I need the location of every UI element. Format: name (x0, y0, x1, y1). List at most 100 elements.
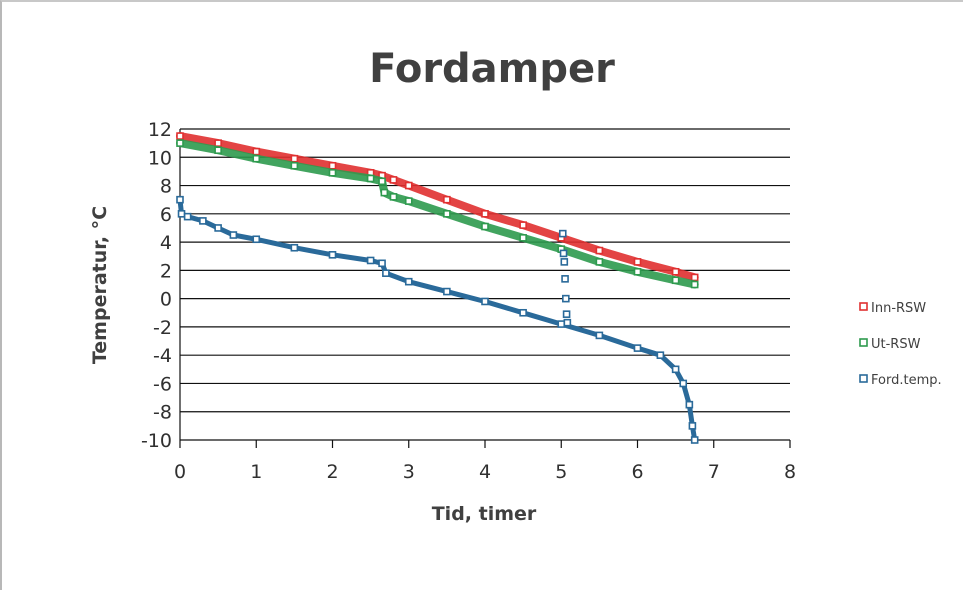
y-tick-label: -2 (153, 317, 172, 339)
legend-marker (859, 374, 868, 383)
x-tick-label: 3 (403, 461, 415, 483)
data-point (443, 287, 451, 296)
data-series (176, 132, 699, 444)
data-point (443, 195, 451, 204)
data-point (214, 224, 222, 232)
data-point (685, 400, 694, 409)
data-point (633, 267, 642, 276)
data-point (378, 259, 386, 268)
data-point (690, 436, 699, 444)
y-tick-label: 4 (160, 232, 172, 254)
data-point (382, 269, 390, 277)
data-point (328, 251, 337, 259)
data-point (252, 154, 261, 163)
data-point (481, 210, 489, 218)
y-tick-label: 10 (148, 147, 172, 169)
data-point (328, 161, 337, 170)
data-point (176, 139, 184, 147)
y-axis-label: Temperatur, °C (89, 206, 111, 364)
series-line (176, 139, 699, 289)
data-point (671, 276, 680, 285)
legend-marker (859, 302, 868, 311)
data-point (633, 258, 642, 266)
data-point (328, 169, 337, 177)
data-point (558, 229, 567, 238)
legend: Inn-RSW Ut-RSW Ford.temp. (859, 301, 942, 388)
data-point (633, 344, 642, 352)
x-tick-label: 0 (174, 461, 186, 483)
y-tick-label: 8 (160, 176, 172, 198)
data-point (519, 221, 527, 229)
data-point (404, 181, 413, 190)
data-point (366, 256, 375, 265)
data-point (176, 195, 184, 204)
legend-entry: Ford.temp. (871, 373, 942, 388)
data-point (690, 273, 699, 282)
data-point (366, 174, 375, 183)
x-tick-label: 6 (631, 461, 643, 483)
series-1 (176, 139, 699, 289)
x-tick-label: 5 (555, 461, 567, 483)
data-point (183, 212, 192, 221)
data-point (690, 280, 699, 289)
x-tick-label: 4 (479, 461, 491, 483)
data-point (404, 277, 413, 286)
y-tick-label: -4 (153, 345, 172, 367)
data-point (562, 294, 570, 303)
data-point (481, 297, 489, 306)
x-tick-label: 8 (784, 461, 796, 483)
data-point (443, 210, 451, 218)
data-point (229, 231, 238, 239)
data-point (199, 217, 207, 225)
data-point (177, 210, 186, 218)
data-point (378, 177, 386, 186)
data-point (557, 320, 566, 328)
data-point (595, 331, 604, 340)
data-point (214, 139, 222, 147)
data-point (656, 351, 665, 359)
data-point (559, 249, 568, 258)
data-point (688, 422, 697, 430)
data-point (561, 275, 569, 283)
data-point (176, 132, 184, 140)
y-tick-label: 0 (160, 289, 172, 311)
data-point (481, 222, 489, 231)
x-tick-label: 1 (250, 461, 262, 483)
data-point (519, 234, 527, 242)
data-point (560, 258, 569, 266)
data-point (252, 147, 261, 156)
data-point (290, 154, 299, 163)
data-point (519, 308, 527, 317)
data-point (404, 197, 413, 205)
series-2 (176, 195, 699, 444)
data-point (290, 161, 299, 170)
data-point (671, 365, 680, 374)
data-point (595, 246, 604, 255)
y-tick-label: -8 (153, 402, 172, 424)
series-0 (176, 132, 699, 282)
data-point (290, 243, 299, 252)
legend-marker (859, 338, 868, 347)
data-point (214, 146, 222, 155)
data-point (671, 267, 680, 276)
data-point (562, 310, 571, 318)
legend-entry: Inn-RSW (871, 301, 926, 316)
data-point (380, 188, 389, 197)
data-point (389, 193, 398, 201)
y-tick-label: 12 (148, 119, 172, 141)
data-point (389, 176, 398, 184)
y-tick-label: 2 (160, 260, 172, 282)
x-axis-label: Tid, timer (432, 503, 537, 525)
y-tick-label: 6 (160, 204, 172, 226)
y-tick-label: -6 (153, 373, 172, 395)
data-point (679, 379, 688, 388)
data-point (563, 318, 572, 327)
x-tick-label: 7 (708, 461, 720, 483)
chart-title: Fordamper (369, 46, 615, 92)
x-tick-label: 2 (326, 461, 338, 483)
data-point (595, 258, 604, 266)
data-point (252, 235, 261, 244)
